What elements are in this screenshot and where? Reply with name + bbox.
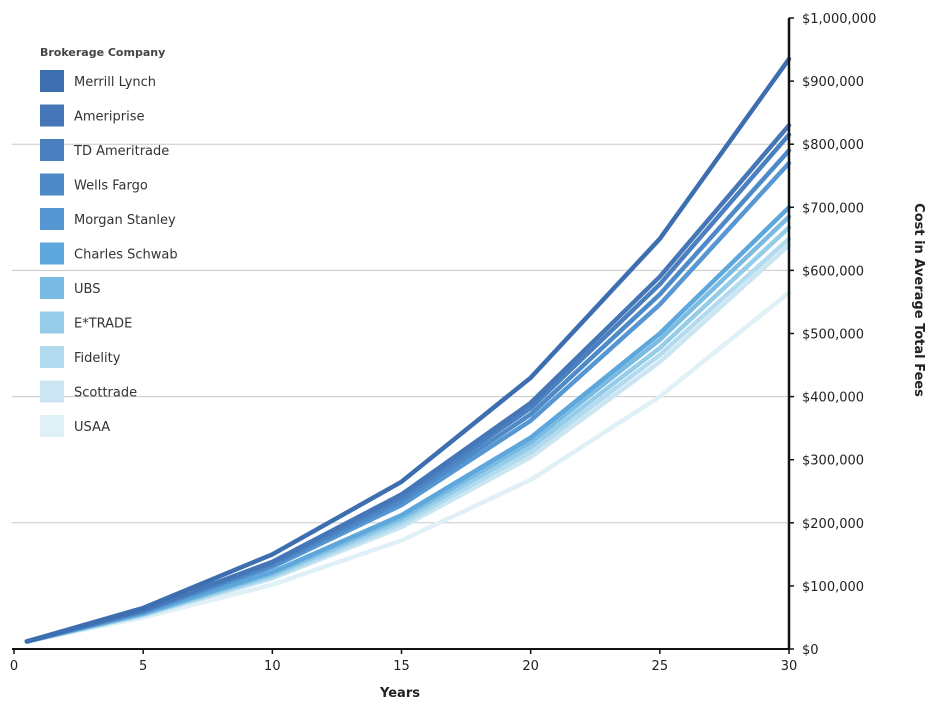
y-tick-label: $500,000 bbox=[802, 328, 864, 343]
legend-swatch bbox=[40, 277, 64, 299]
x-axis-ticks: 0 5 10 15 20 25 30 bbox=[10, 649, 797, 674]
y-tick-label: $200,000 bbox=[802, 517, 864, 532]
legend-label: UBS bbox=[74, 282, 100, 297]
legend-swatch bbox=[40, 242, 64, 265]
x-tick-label: 30 bbox=[781, 659, 798, 674]
series-line-scottrade bbox=[24, 242, 792, 644]
x-tick-label: 15 bbox=[393, 659, 410, 674]
x-tick-label: 0 bbox=[10, 659, 18, 674]
x-tick-label: 20 bbox=[522, 659, 539, 674]
y-tick-label: $0 bbox=[802, 643, 819, 658]
legend-label: Fidelity bbox=[74, 351, 121, 366]
series-line-merrill-lynch bbox=[24, 56, 792, 644]
legend-label: Scottrade bbox=[74, 386, 137, 401]
x-tick-label: 5 bbox=[139, 659, 147, 674]
legend-title: Brokerage Company bbox=[40, 46, 165, 59]
series-line-td-ameritrade bbox=[24, 132, 792, 644]
series-line-usaa bbox=[24, 290, 792, 644]
legend-swatch bbox=[40, 70, 64, 92]
y-axis-ticks: $0 $100,000 $200,000 $300,000 $400,000 $500,0… bbox=[789, 12, 876, 658]
legend-swatch bbox=[40, 173, 64, 196]
y-tick-label: $600,000 bbox=[802, 264, 864, 279]
series-line-charles-schwab bbox=[24, 205, 792, 644]
legend-label: E*TRADE bbox=[74, 317, 132, 332]
legend-label: Merrill Lynch bbox=[74, 75, 156, 90]
legend-label: Wells Fargo bbox=[74, 179, 148, 194]
y-tick-label: $300,000 bbox=[802, 454, 864, 469]
x-tick-label: 10 bbox=[264, 659, 281, 674]
y-tick-label: $400,000 bbox=[802, 391, 864, 406]
legend-label: Charles Schwab bbox=[74, 248, 178, 263]
legend-swatch bbox=[40, 311, 64, 334]
y-tick-label: $800,000 bbox=[802, 138, 864, 153]
legend-swatch bbox=[40, 139, 64, 161]
legend-label: USAA bbox=[74, 420, 110, 435]
legend-label: Morgan Stanley bbox=[74, 213, 176, 228]
y-tick-label: $1,000,000 bbox=[802, 12, 876, 27]
series-line-fidelity bbox=[24, 236, 792, 644]
series-line-morgan-stanley bbox=[24, 160, 792, 644]
legend: Brokerage Company Merrill Lynch Ameripris… bbox=[40, 46, 178, 437]
legend-swatch bbox=[40, 104, 64, 127]
y-axis-title: Cost in Average Total Fees bbox=[911, 203, 926, 397]
legend-swatch bbox=[40, 346, 64, 368]
y-tick-label: $700,000 bbox=[802, 201, 864, 216]
legend-swatch bbox=[40, 380, 64, 403]
series-lines bbox=[24, 56, 792, 644]
legend-swatch bbox=[40, 208, 64, 230]
legend-swatch bbox=[40, 415, 64, 437]
legend-label: TD Ameritrade bbox=[73, 144, 169, 159]
legend-label: Ameriprise bbox=[74, 110, 145, 125]
y-tick-label: $100,000 bbox=[802, 580, 864, 595]
x-axis-title: Years bbox=[379, 686, 420, 701]
x-tick-label: 25 bbox=[652, 659, 669, 674]
y-tick-label: $900,000 bbox=[802, 75, 864, 90]
